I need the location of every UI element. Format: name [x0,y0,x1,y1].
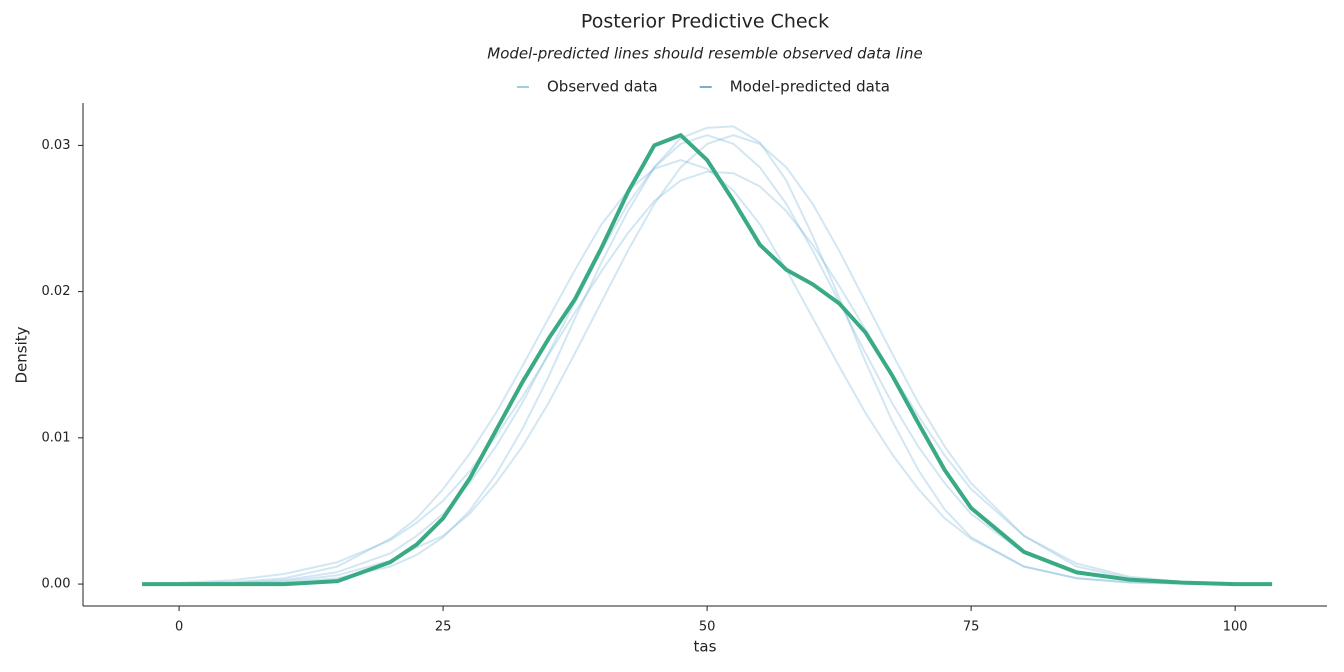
x-tick-label: 0 [175,620,183,635]
x-axis-label: tas [694,638,717,656]
y-tick-label: 0.02 [42,284,71,299]
legend-label: Observed data [547,78,658,96]
chart-title: Posterior Predictive Check [581,11,829,33]
predicted-line [142,170,1273,585]
observed-line [142,132,1273,587]
legend-label: Model-predicted data [730,78,890,96]
y-tick-label: 0.01 [42,430,71,445]
y-tick-label: 0.00 [42,577,71,592]
predicted-line [142,125,1273,586]
predicted-line [142,134,1273,586]
predicted-line [142,134,1273,586]
x-tick-label: 100 [1223,620,1248,635]
x-tick-label: 50 [699,620,716,635]
chart-subtitle: Model-predicted lines should resemble ob… [487,45,922,63]
y-axis-label: Density [13,326,31,383]
x-tick-label: 25 [435,620,452,635]
x-tick-label: 75 [963,620,980,635]
predicted-line [142,158,1273,586]
y-tick-label: 0.03 [42,138,71,153]
